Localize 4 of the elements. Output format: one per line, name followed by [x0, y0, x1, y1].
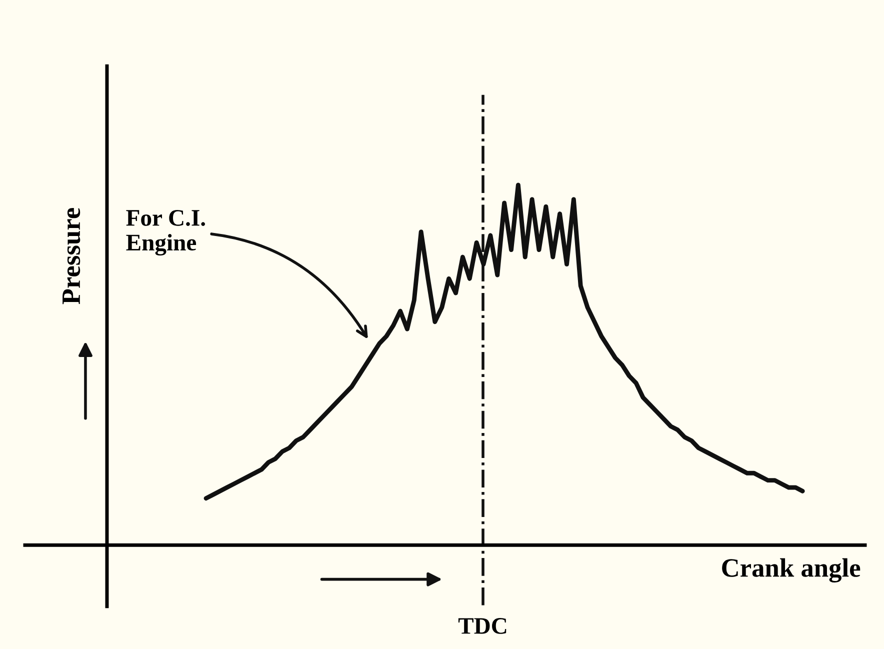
x-axis-title: Crank angle	[722, 558, 860, 582]
text: TDC	[458, 618, 506, 634]
y-axis-title: Pressure	[62, 208, 80, 304]
annotation: For C.I. Engine	[126, 210, 206, 256]
